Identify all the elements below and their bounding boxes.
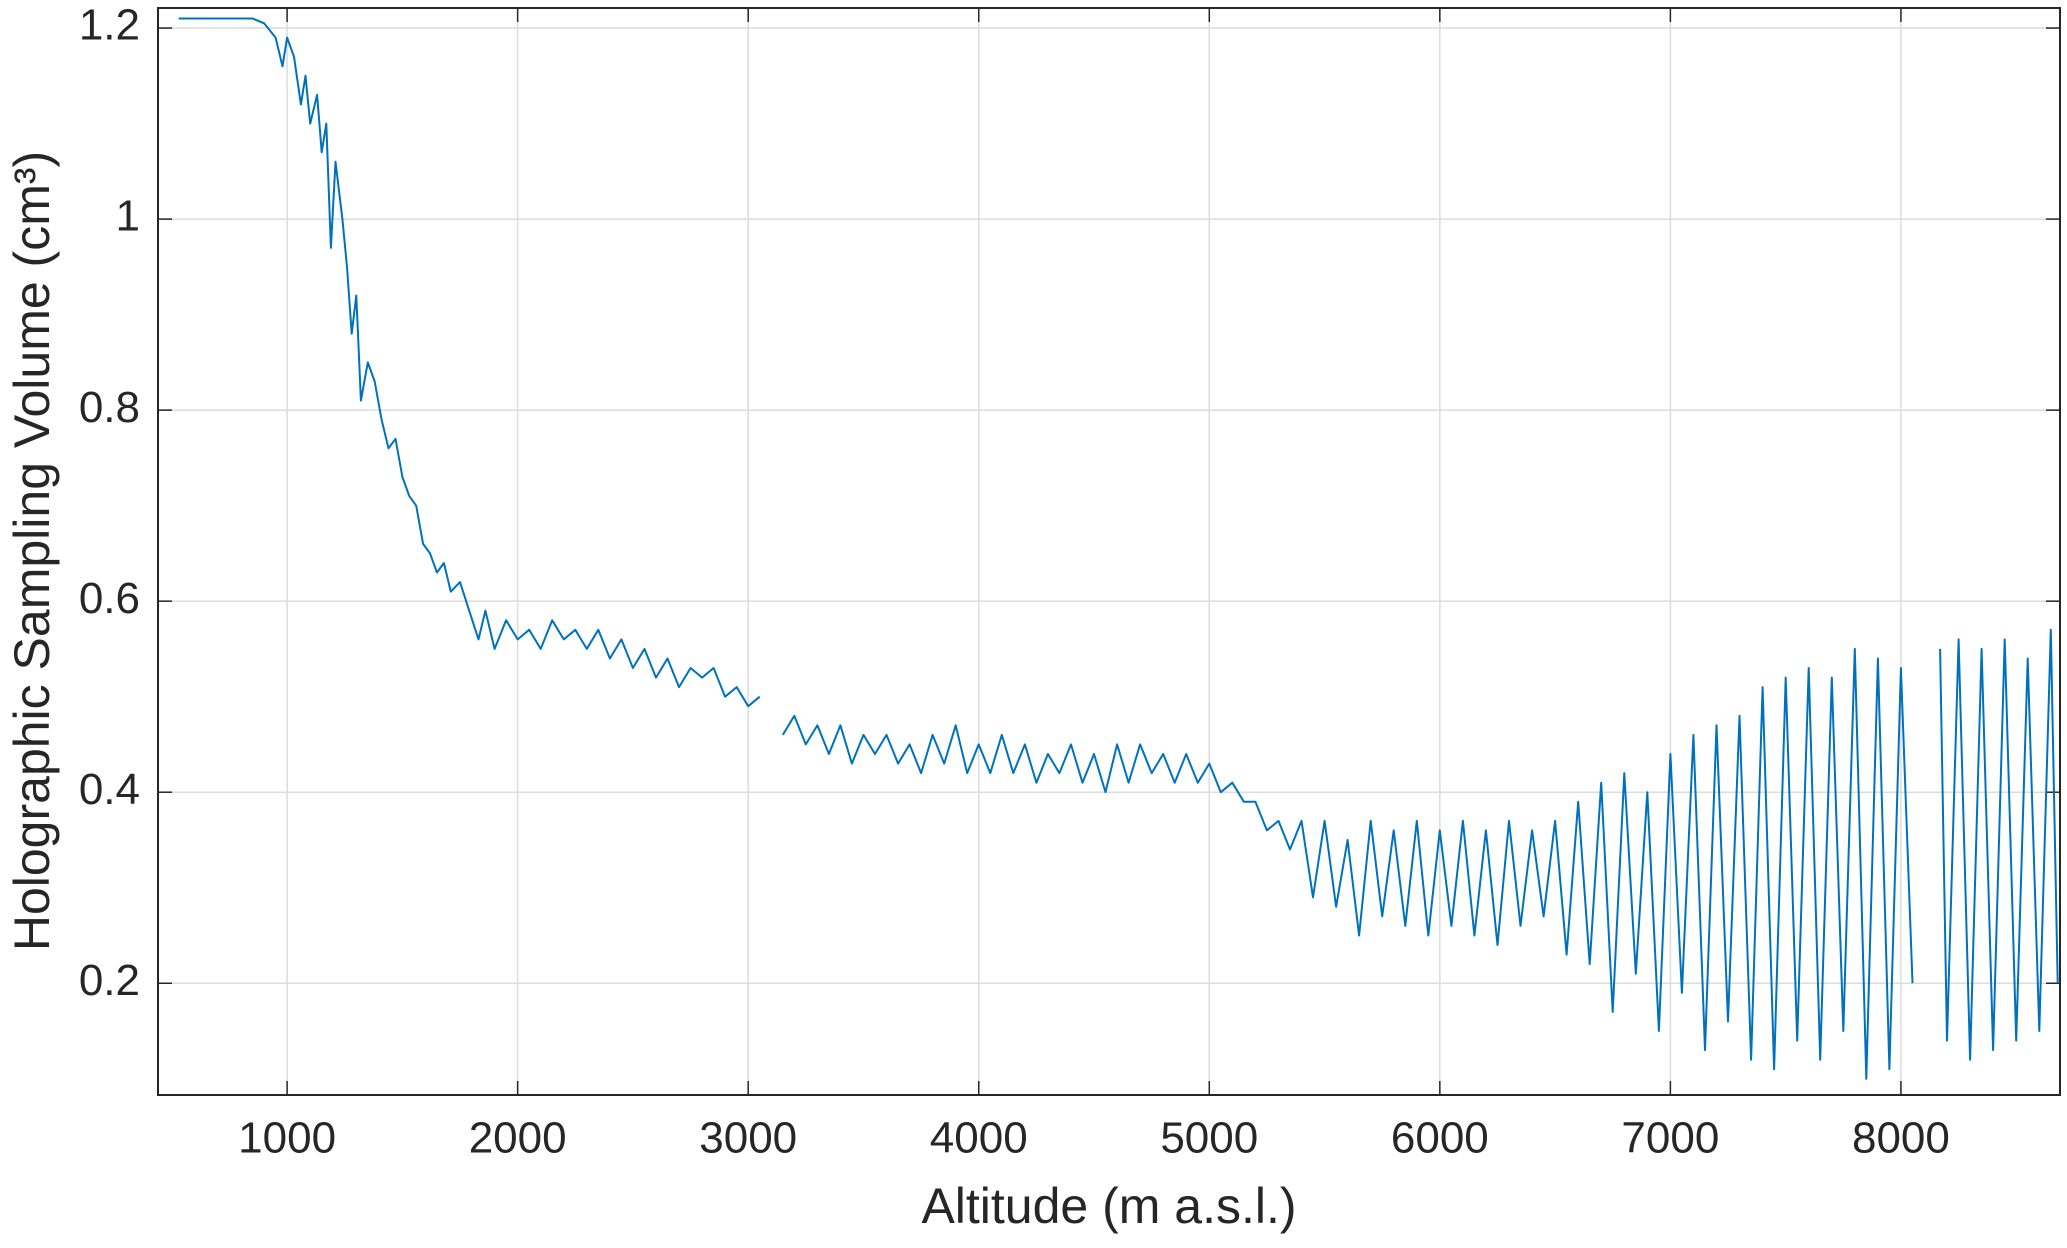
plot-frame — [157, 7, 2061, 1096]
y-axis-label: Holographic Sampling Volume (cm³) — [4, 151, 60, 951]
x-tick-label: 8000 — [1852, 1114, 1950, 1163]
data-line — [178, 17, 2059, 1080]
x-tick-label: 2000 — [469, 1114, 567, 1163]
y-tick-label: 0.8 — [79, 383, 140, 432]
x-tick-label: 7000 — [1621, 1114, 1719, 1163]
x-tick-label: 4000 — [930, 1114, 1028, 1163]
y-tick-label: 0.6 — [79, 574, 140, 623]
y-tick-label: 0.2 — [79, 956, 140, 1005]
x-tick-label: 6000 — [1391, 1114, 1489, 1163]
x-axis-label: Altitude (m a.s.l.) — [921, 1178, 1296, 1234]
x-tick-label: 3000 — [699, 1114, 797, 1163]
y-tick-label: 1.2 — [79, 1, 140, 50]
y-tick-label: 0.4 — [79, 765, 140, 814]
x-tick-label: 5000 — [1160, 1114, 1258, 1163]
x-tick-label: 1000 — [238, 1114, 336, 1163]
y-tick-label: 1 — [116, 192, 140, 241]
